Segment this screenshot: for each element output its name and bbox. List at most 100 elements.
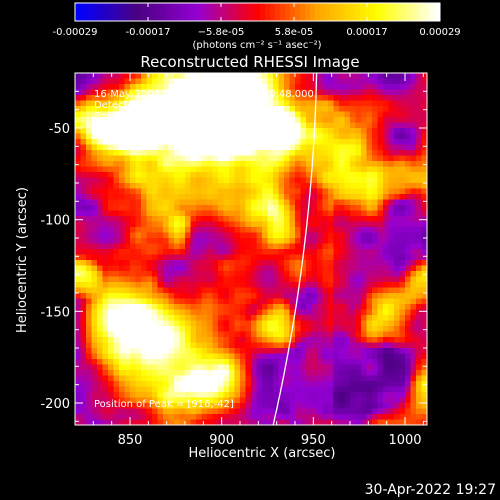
heatmap-cell	[163, 177, 169, 184]
heatmap-cell	[212, 194, 219, 200]
heatmap-cell	[383, 144, 389, 151]
heatmap-cell	[410, 194, 417, 200]
heatmap-cell	[163, 199, 169, 206]
heatmap-cell	[163, 111, 169, 118]
heatmap-cell	[289, 161, 296, 167]
heatmap-cell	[306, 238, 312, 244]
heatmap-cell	[152, 199, 158, 206]
heatmap-cell	[262, 210, 268, 217]
heatmap-cell	[102, 386, 109, 393]
heatmap-cell	[399, 243, 406, 250]
heatmap-cell	[300, 194, 307, 200]
heatmap-cell	[295, 342, 301, 349]
heatmap-cell	[108, 249, 114, 255]
heatmap-cell	[113, 199, 120, 206]
heatmap-cell	[102, 133, 109, 140]
heatmap-cell	[179, 155, 186, 162]
heatmap-cell	[80, 298, 87, 305]
heatmap-cell	[405, 282, 411, 288]
heatmap-cell	[113, 276, 120, 283]
heatmap-cell	[201, 386, 208, 393]
heatmap-cell	[405, 342, 411, 349]
heatmap-cell	[152, 166, 158, 173]
heatmap-cell	[256, 309, 263, 316]
heatmap-cell	[383, 232, 389, 239]
heatmap-cell	[141, 100, 147, 107]
heatmap-cell	[421, 331, 427, 338]
heatmap-cell	[388, 227, 395, 233]
heatmap-cell	[355, 254, 362, 261]
heatmap-cell	[223, 172, 230, 178]
heatmap-cell	[295, 194, 301, 200]
heatmap-cell	[251, 403, 257, 409]
x-tick-label: 1000	[388, 433, 421, 448]
heatmap-cell	[405, 276, 411, 283]
heatmap-cell	[410, 326, 417, 332]
heatmap-cell	[102, 155, 109, 162]
heatmap-cell	[108, 309, 114, 316]
heatmap-cell	[190, 89, 197, 96]
heatmap-cell	[146, 95, 153, 101]
heatmap-cell	[146, 392, 153, 398]
heatmap-cell	[223, 309, 230, 316]
heatmap-cell	[317, 128, 323, 134]
heatmap-cell	[405, 199, 411, 206]
heatmap-cell	[311, 166, 318, 173]
heatmap-cell	[284, 293, 290, 299]
heatmap-cell	[377, 326, 384, 332]
heatmap-cell	[207, 392, 213, 398]
heatmap-cell	[86, 260, 92, 266]
heatmap-cell	[344, 370, 351, 376]
heatmap-cell	[113, 78, 120, 85]
heatmap-cell	[119, 249, 125, 255]
chart-title: Reconstructed RHESSI Image	[140, 53, 359, 71]
heatmap-cell	[168, 117, 175, 123]
heatmap-cell	[361, 161, 367, 167]
heatmap-cell	[80, 254, 87, 261]
heatmap-cell	[377, 172, 384, 178]
heatmap-cell	[108, 331, 114, 338]
colorbar-band	[195, 3, 201, 21]
heatmap-cell	[361, 122, 367, 129]
heatmap-cell	[212, 254, 219, 261]
heatmap-cell	[394, 260, 400, 266]
heatmap-cell	[135, 309, 142, 316]
heatmap-cell	[251, 155, 257, 162]
colorbar-band	[110, 3, 116, 21]
heatmap-cell	[333, 128, 340, 134]
heatmap-cell	[207, 73, 213, 79]
heatmap-cell	[130, 194, 136, 200]
heatmap-cell	[179, 249, 186, 255]
heatmap-cell	[80, 166, 87, 173]
heatmap-cell	[201, 359, 208, 365]
heatmap-cell	[311, 183, 318, 189]
heatmap-cell	[344, 183, 351, 189]
heatmap-cell	[355, 260, 362, 266]
heatmap-cell	[311, 144, 318, 151]
heatmap-cell	[311, 348, 318, 354]
heatmap-cell	[91, 370, 98, 376]
heatmap-cell	[113, 414, 120, 420]
heatmap-cell	[86, 375, 92, 382]
heatmap-cell	[185, 194, 191, 200]
heatmap-cell	[388, 348, 395, 354]
heatmap-cell	[344, 326, 351, 332]
heatmap-cell	[273, 227, 279, 233]
heatmap-cell	[113, 161, 120, 167]
heatmap-cell	[355, 359, 362, 365]
heatmap-cell	[251, 78, 257, 85]
heatmap-cell	[185, 408, 191, 415]
heatmap-cell	[218, 227, 224, 233]
heatmap-cell	[372, 359, 378, 365]
heatmap-cell	[267, 403, 274, 409]
heatmap-cell	[383, 381, 389, 387]
heatmap-cell	[130, 260, 136, 266]
heatmap-cell	[372, 304, 378, 310]
heatmap-cell	[366, 150, 373, 156]
heatmap-cell	[124, 221, 131, 228]
heatmap-cell	[333, 298, 340, 305]
heatmap-cell	[372, 337, 378, 343]
heatmap-cell	[179, 304, 186, 310]
heatmap-cell	[75, 375, 81, 382]
heatmap-cell	[256, 326, 263, 332]
